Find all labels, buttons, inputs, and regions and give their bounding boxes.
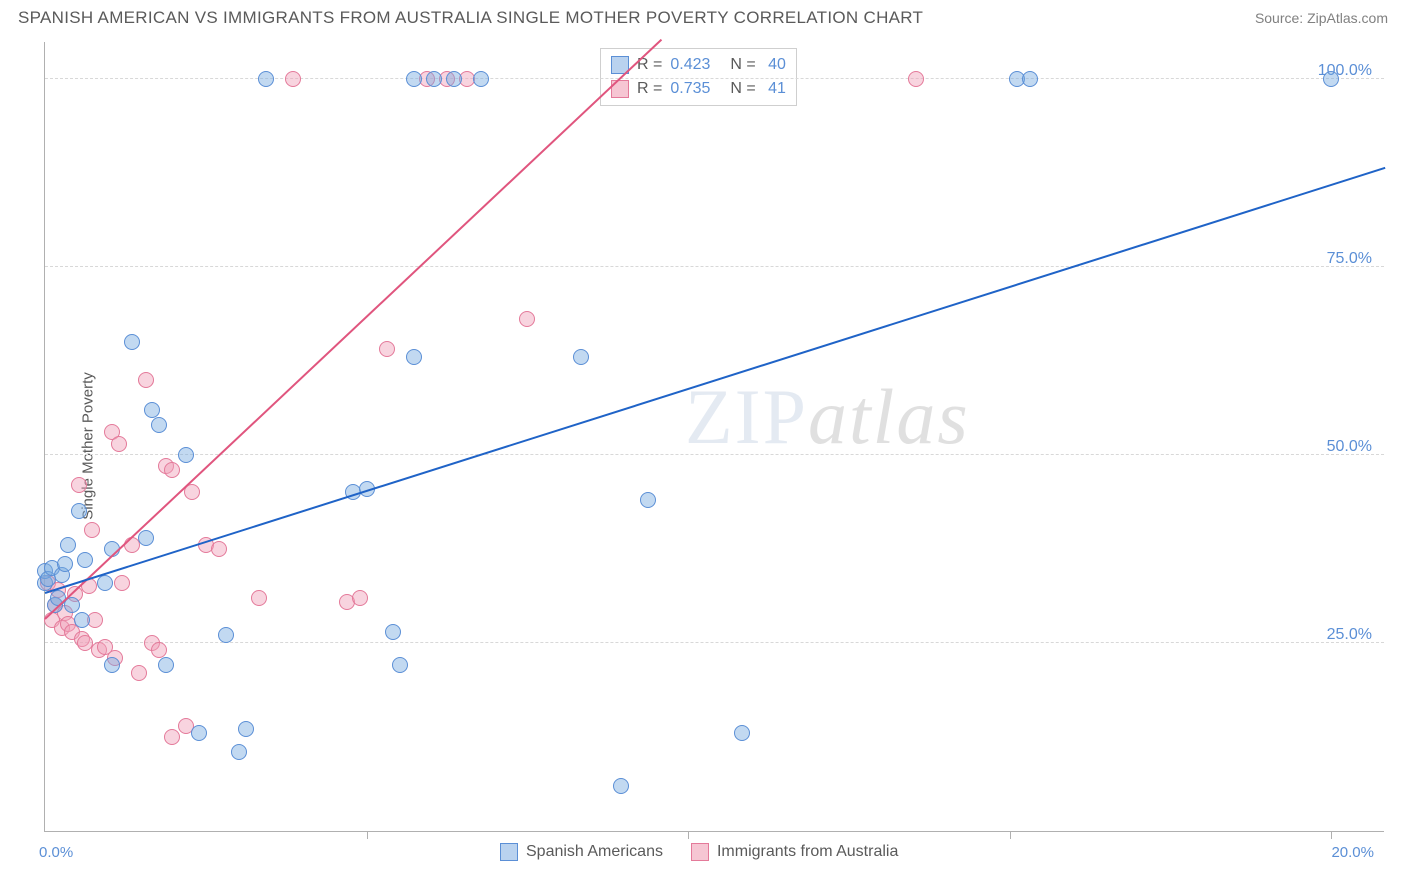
blue-point bbox=[77, 552, 93, 568]
pink-point bbox=[71, 477, 87, 493]
legend-r-value: 0.735 bbox=[670, 80, 722, 98]
legend-stat-row: R = 0.735 N = 41 bbox=[611, 77, 786, 101]
blue-point bbox=[97, 575, 113, 591]
legend-r-value: 0.423 bbox=[670, 56, 722, 74]
blue-point bbox=[426, 71, 442, 87]
blue-point bbox=[178, 447, 194, 463]
blue-point bbox=[406, 71, 422, 87]
legend-r-label: R = bbox=[637, 80, 662, 98]
pink-point bbox=[131, 665, 147, 681]
blue-point bbox=[144, 402, 160, 418]
pink-point bbox=[84, 522, 100, 538]
trend-line bbox=[45, 167, 1386, 594]
x-tick bbox=[1331, 831, 1332, 839]
pink-point bbox=[379, 341, 395, 357]
watermark-atlas: atlas bbox=[808, 373, 970, 460]
pink-point bbox=[164, 462, 180, 478]
blue-point bbox=[151, 417, 167, 433]
pink-point bbox=[164, 729, 180, 745]
y-tick-label: 75.0% bbox=[1327, 250, 1372, 268]
x-tick bbox=[367, 831, 368, 839]
legend-swatch bbox=[500, 843, 518, 861]
blue-point bbox=[446, 71, 462, 87]
blue-point bbox=[573, 349, 589, 365]
pink-point bbox=[519, 311, 535, 327]
gridline bbox=[45, 454, 1384, 455]
blue-point bbox=[231, 744, 247, 760]
legend-n-label: N = bbox=[730, 80, 755, 98]
x-axis-max-label: 20.0% bbox=[1331, 844, 1374, 861]
pink-point bbox=[114, 575, 130, 591]
blue-point bbox=[218, 627, 234, 643]
pink-point bbox=[138, 372, 154, 388]
y-tick-label: 25.0% bbox=[1327, 626, 1372, 644]
y-tick-label: 50.0% bbox=[1327, 438, 1372, 456]
legend-n-value: 40 bbox=[764, 56, 786, 74]
pink-point bbox=[211, 541, 227, 557]
plot-wrap: ZIPatlas R =0.423N = 40R =0.735N = 41 Sp… bbox=[44, 42, 1384, 832]
blue-point bbox=[158, 657, 174, 673]
blue-point bbox=[74, 612, 90, 628]
pink-point bbox=[285, 71, 301, 87]
chart-source: Source: ZipAtlas.com bbox=[1255, 10, 1388, 26]
legend-item-label: Immigrants from Australia bbox=[717, 843, 898, 861]
watermark-zip: ZIP bbox=[685, 373, 808, 460]
pink-point bbox=[151, 642, 167, 658]
blue-point bbox=[104, 657, 120, 673]
legend-n-value: 41 bbox=[764, 80, 786, 98]
legend-item: Immigrants from Australia bbox=[691, 843, 898, 861]
legend-swatch bbox=[691, 843, 709, 861]
x-tick bbox=[1010, 831, 1011, 839]
plot-area: ZIPatlas R =0.423N = 40R =0.735N = 41 Sp… bbox=[44, 42, 1384, 832]
blue-point bbox=[1022, 71, 1038, 87]
title-bar: SPANISH AMERICAN VS IMMIGRANTS FROM AUST… bbox=[0, 0, 1406, 32]
pink-point bbox=[251, 590, 267, 606]
gridline bbox=[45, 642, 1384, 643]
blue-point bbox=[613, 778, 629, 794]
blue-point bbox=[640, 492, 656, 508]
watermark: ZIPatlas bbox=[685, 372, 970, 462]
blue-point bbox=[238, 721, 254, 737]
blue-point bbox=[385, 624, 401, 640]
blue-point bbox=[406, 349, 422, 365]
trend-line bbox=[44, 39, 662, 620]
chart-title: SPANISH AMERICAN VS IMMIGRANTS FROM AUST… bbox=[18, 8, 923, 28]
legend-series: Spanish Americans Immigrants from Austral… bbox=[500, 843, 898, 861]
x-tick bbox=[688, 831, 689, 839]
blue-point bbox=[71, 503, 87, 519]
blue-point bbox=[258, 71, 274, 87]
x-axis-min-label: 0.0% bbox=[39, 844, 73, 861]
legend-item-label: Spanish Americans bbox=[526, 843, 663, 861]
legend-stat-row: R =0.423N = 40 bbox=[611, 53, 786, 77]
legend-n-label: N = bbox=[730, 56, 755, 74]
blue-point bbox=[473, 71, 489, 87]
blue-point bbox=[138, 530, 154, 546]
blue-point bbox=[60, 537, 76, 553]
blue-point bbox=[392, 657, 408, 673]
gridline bbox=[45, 266, 1384, 267]
pink-point bbox=[111, 436, 127, 452]
pink-point bbox=[908, 71, 924, 87]
blue-point bbox=[191, 725, 207, 741]
legend-item: Spanish Americans bbox=[500, 843, 663, 861]
gridline bbox=[45, 78, 1384, 79]
blue-point bbox=[124, 334, 140, 350]
pink-point bbox=[352, 590, 368, 606]
blue-point bbox=[1323, 71, 1339, 87]
blue-point bbox=[57, 556, 73, 572]
blue-point bbox=[734, 725, 750, 741]
